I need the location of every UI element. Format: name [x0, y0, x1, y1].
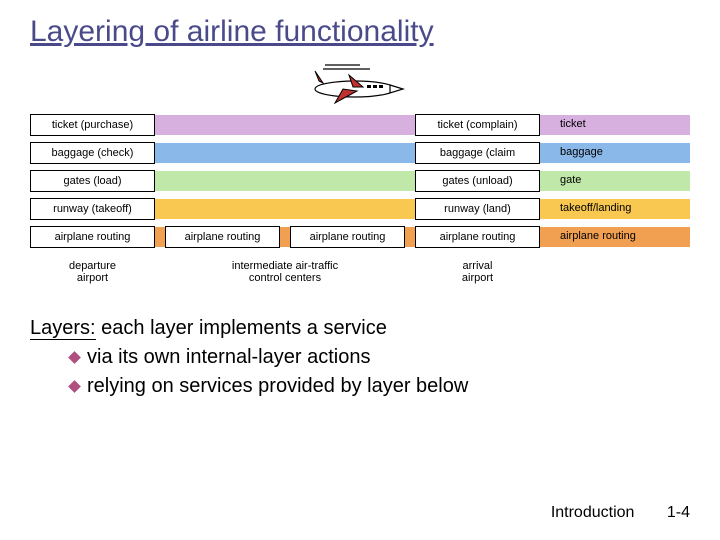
- layer-box-arrival: airplane routing: [415, 226, 540, 248]
- layer-name-label: gate: [560, 174, 581, 186]
- airplane-icon: [305, 59, 415, 109]
- slide-title: Layering of airline functionality: [30, 15, 690, 49]
- bullet-2: relying on services provided by layer be…: [87, 375, 468, 397]
- layer-name-label: ticket: [560, 118, 586, 130]
- layer-box-departure: baggage (check): [30, 142, 155, 164]
- layers-label: Layers:: [30, 317, 96, 340]
- layer-box-arrival: gates (unload): [415, 170, 540, 192]
- bullet-icon: [68, 380, 81, 393]
- chapter-label: Introduction: [551, 504, 635, 521]
- layer-name-label: baggage: [560, 146, 603, 158]
- layers-explanation: Layers: each layer implements a service …: [30, 314, 690, 401]
- airplane-illustration: [30, 59, 690, 114]
- layer-box-departure: airplane routing: [30, 226, 155, 248]
- caption-intermediate: intermediate air-traffic control centers: [165, 260, 405, 284]
- caption-arrival: arrival airport: [415, 260, 540, 284]
- layer-name-label: airplane routing: [560, 230, 636, 242]
- layer-box-arrival: ticket (complain): [415, 114, 540, 136]
- caption-departure: departure airport: [30, 260, 155, 284]
- layer-box-arrival: baggage (claim: [415, 142, 540, 164]
- slide-footer: Introduction 1-4: [551, 504, 690, 522]
- layer-name-label: takeoff/landing: [560, 202, 631, 214]
- layer-box-departure: gates (load): [30, 170, 155, 192]
- layer-box-intermediate: airplane routing: [290, 226, 405, 248]
- layer-box-intermediate: airplane routing: [165, 226, 280, 248]
- page-number: 1-4: [667, 504, 690, 521]
- layer-box-arrival: runway (land): [415, 198, 540, 220]
- bullet-1: via its own internal-layer actions: [87, 346, 370, 368]
- layer-box-departure: runway (takeoff): [30, 198, 155, 220]
- bullet-icon: [68, 351, 81, 364]
- layer-box-departure: ticket (purchase): [30, 114, 155, 136]
- layers-intro-rest: each layer implements a service: [96, 317, 387, 339]
